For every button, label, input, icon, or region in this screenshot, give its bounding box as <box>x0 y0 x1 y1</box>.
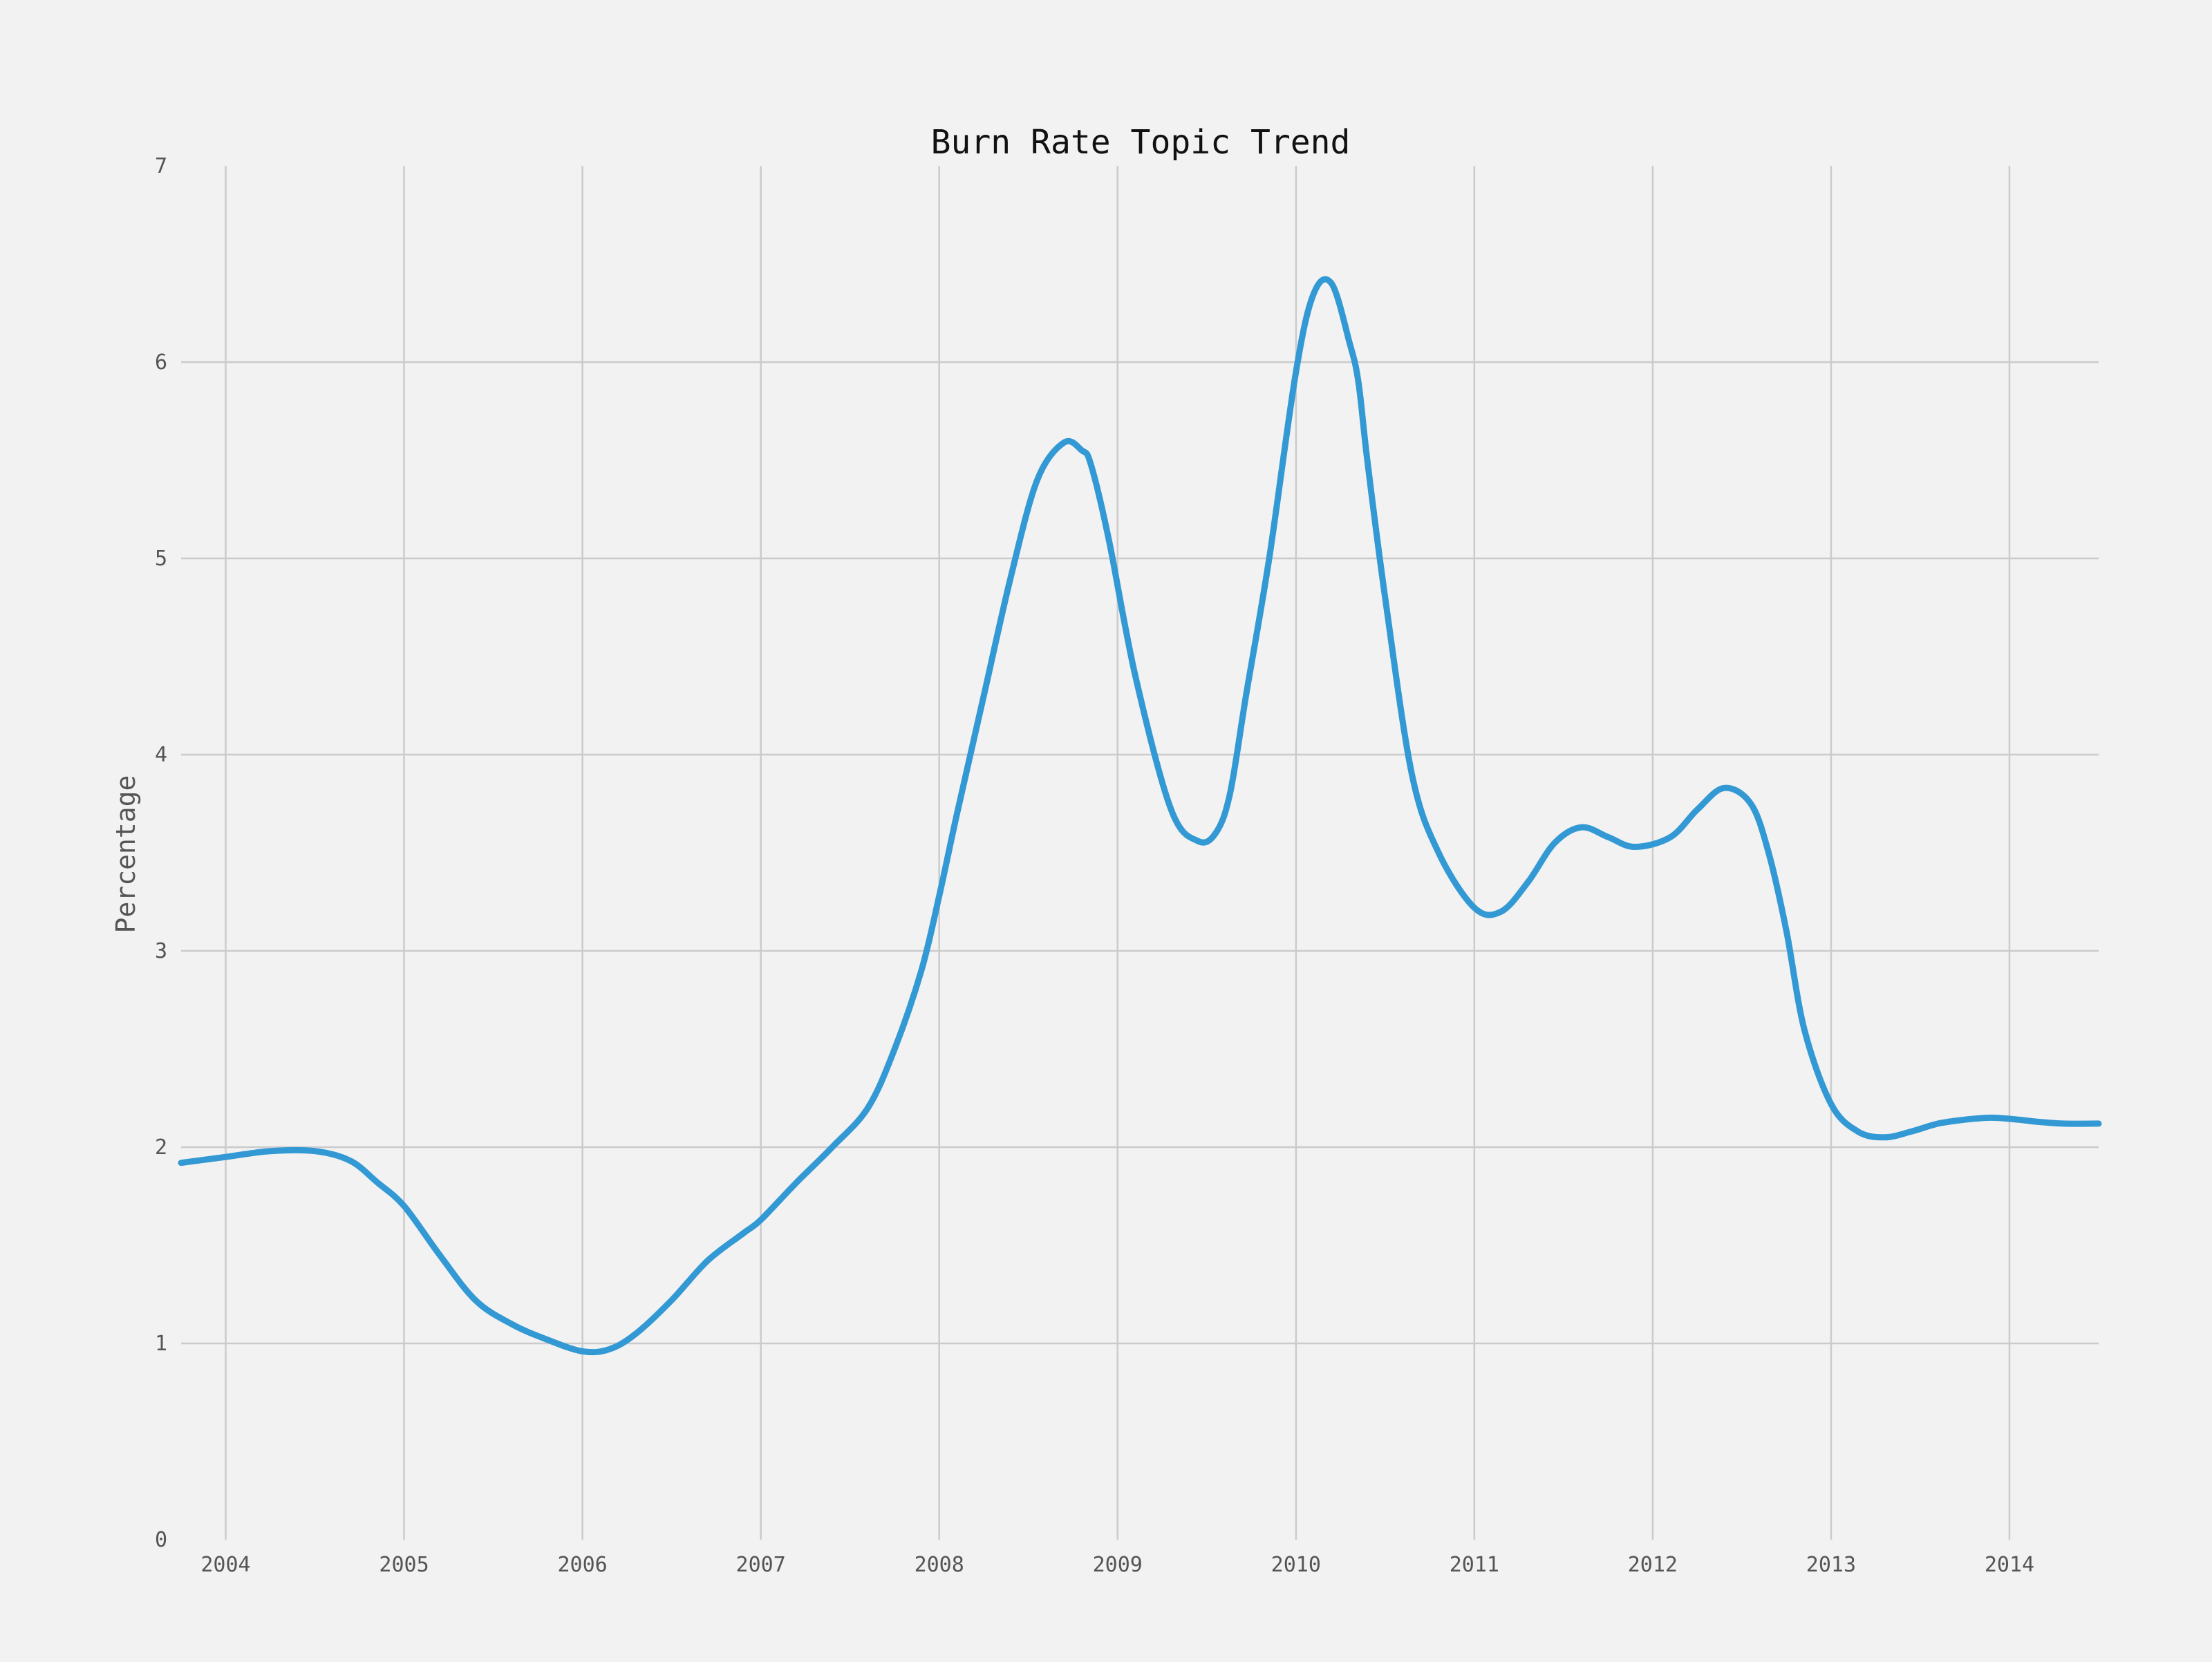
series-line <box>178 276 2102 1356</box>
y-axis-ticks: 0 1 2 3 4 5 6 7 <box>155 154 167 1552</box>
y-tick-label: 1 <box>155 1332 167 1356</box>
x-tick-label: 2012 <box>1628 1553 1678 1577</box>
x-tick-label: 2006 <box>557 1553 607 1577</box>
y-tick-label: 5 <box>155 547 167 571</box>
x-tick-label: 2014 <box>1985 1553 2034 1577</box>
grid-lines <box>181 166 2099 1540</box>
y-tick-label: 4 <box>155 743 167 767</box>
y-tick-label: 6 <box>155 350 167 375</box>
chart-title: Burn Rate Topic Trend <box>931 123 1351 162</box>
y-tick-label: 7 <box>155 154 167 178</box>
series-layer <box>178 276 2102 1356</box>
x-tick-label: 2011 <box>1450 1553 1499 1577</box>
x-axis-ticks: 2004 2005 2006 2007 2008 2009 2010 2011 2012 2013… <box>200 1553 2034 1577</box>
x-tick-label: 2013 <box>1806 1553 1856 1577</box>
x-tick-label: 2004 <box>200 1553 250 1577</box>
y-axis-label: Percentage <box>111 775 141 934</box>
x-tick-label: 2007 <box>736 1553 786 1577</box>
y-tick-label: 0 <box>155 1528 167 1552</box>
y-tick-label: 2 <box>155 1135 167 1160</box>
y-tick-label: 3 <box>155 939 167 963</box>
x-tick-label: 2005 <box>379 1553 429 1577</box>
x-tick-label: 2009 <box>1093 1553 1143 1577</box>
x-tick-label: 2010 <box>1271 1553 1321 1577</box>
x-tick-label: 2008 <box>915 1553 964 1577</box>
